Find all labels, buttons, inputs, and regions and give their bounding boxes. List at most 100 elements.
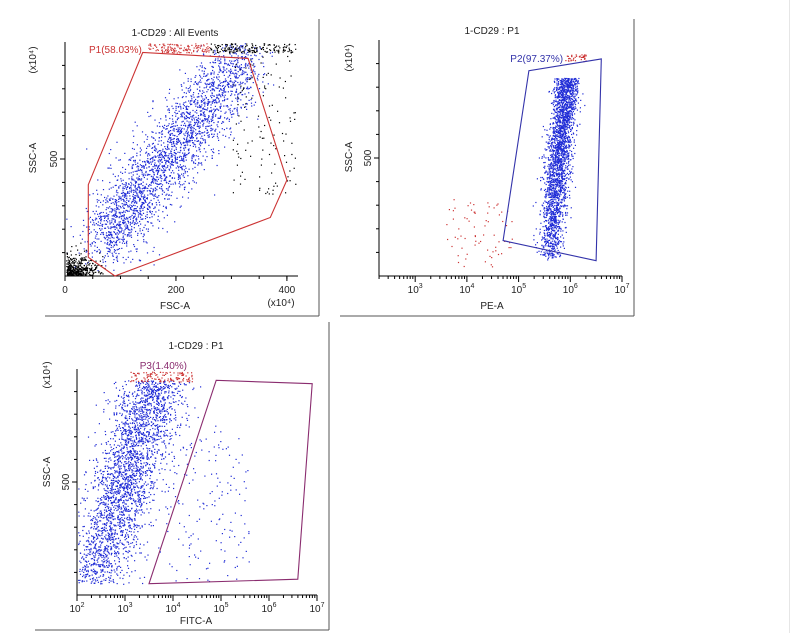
event-dot	[203, 87, 205, 89]
event-dot	[251, 77, 253, 79]
event-dot	[195, 182, 197, 184]
event-dot	[133, 210, 135, 212]
event-dot	[104, 217, 106, 219]
event-dot-debris	[70, 266, 72, 268]
event-dot	[541, 236, 543, 238]
event-dot	[115, 241, 117, 243]
event-dot	[563, 137, 565, 139]
event-dot	[154, 167, 156, 169]
event-dot-outlier	[273, 134, 275, 136]
event-dot	[171, 145, 173, 147]
event-dot	[168, 155, 170, 157]
event-dot	[201, 104, 203, 106]
event-dot	[548, 91, 550, 93]
event-dot	[566, 166, 569, 168]
event-dot	[543, 251, 545, 253]
gate-p1[interactable]	[87, 51, 288, 277]
event-dot	[568, 147, 570, 149]
event-dot	[204, 68, 207, 70]
event-dot	[158, 137, 160, 139]
event-dot	[195, 75, 197, 77]
event-dot	[562, 243, 564, 245]
event-dot	[571, 84, 573, 86]
event-dot	[175, 122, 177, 124]
event-dot	[193, 156, 195, 158]
event-dot	[125, 202, 128, 204]
event-dot	[185, 144, 187, 146]
event-dot	[570, 116, 572, 118]
event-dot-saturated	[180, 47, 182, 49]
event-dot	[569, 91, 571, 93]
event-dot	[170, 167, 172, 169]
event-dot	[179, 164, 181, 166]
event-dot	[124, 221, 126, 223]
event-dot	[177, 127, 179, 129]
event-dot	[123, 262, 125, 264]
event-dot-saturated	[205, 51, 207, 53]
event-dot	[106, 215, 108, 217]
event-dot	[127, 185, 129, 188]
event-dot	[547, 241, 549, 243]
event-dot	[547, 181, 549, 183]
event-dot-debris	[83, 259, 85, 261]
event-dot	[562, 132, 565, 134]
event-dot	[566, 205, 569, 207]
event-dot	[110, 208, 112, 210]
event-dot	[183, 173, 185, 175]
event-dot	[200, 101, 202, 103]
event-dot	[103, 236, 105, 238]
event-dot	[116, 249, 118, 251]
event-dot	[564, 79, 566, 82]
event-dot	[240, 64, 242, 66]
event-dot	[124, 225, 126, 227]
event-dot	[168, 158, 170, 160]
event-dot	[222, 121, 225, 123]
event-dot	[561, 181, 563, 183]
event-dot	[550, 224, 552, 227]
event-dot	[147, 173, 149, 175]
event-dot-saturated	[187, 45, 189, 47]
event-dot	[118, 159, 120, 161]
event-dot	[160, 188, 162, 190]
event-dot	[151, 213, 153, 215]
event-dot	[552, 189, 554, 191]
event-dot-saturated	[264, 50, 266, 52]
event-dot	[139, 164, 141, 166]
event-dot	[572, 86, 574, 88]
event-dot	[130, 222, 132, 224]
event-dot	[137, 232, 139, 234]
event-dot	[538, 157, 540, 159]
event-dot	[565, 181, 567, 183]
event-dot	[200, 113, 202, 115]
event-dot	[154, 139, 156, 141]
event-dot	[240, 99, 242, 101]
event-dot-debris	[74, 257, 76, 259]
event-dot	[118, 195, 120, 197]
event-dot-debris	[69, 261, 71, 263]
event-dot	[211, 65, 213, 68]
event-dot	[202, 124, 204, 126]
event-dot	[557, 242, 559, 244]
event-dot	[558, 155, 560, 157]
event-dot-debris	[83, 269, 85, 271]
event-dot	[211, 116, 213, 118]
event-dot	[201, 120, 204, 122]
event-dot	[251, 58, 254, 60]
event-dot	[556, 109, 558, 111]
event-dot-debris	[82, 268, 84, 270]
event-dot	[122, 166, 124, 169]
event-dot	[216, 76, 218, 78]
event-dot	[136, 201, 138, 203]
event-dot	[207, 89, 209, 91]
event-dot	[165, 206, 167, 208]
event-dot-debris	[73, 271, 75, 273]
event-dot	[130, 250, 132, 252]
event-dot-saturated	[252, 50, 254, 52]
event-dot-saturated	[263, 44, 265, 46]
event-dot	[561, 221, 563, 223]
event-dot	[549, 175, 551, 177]
event-dot	[186, 154, 188, 156]
event-dot-saturated	[163, 45, 165, 47]
event-dot	[146, 161, 149, 163]
event-dot	[179, 132, 182, 134]
